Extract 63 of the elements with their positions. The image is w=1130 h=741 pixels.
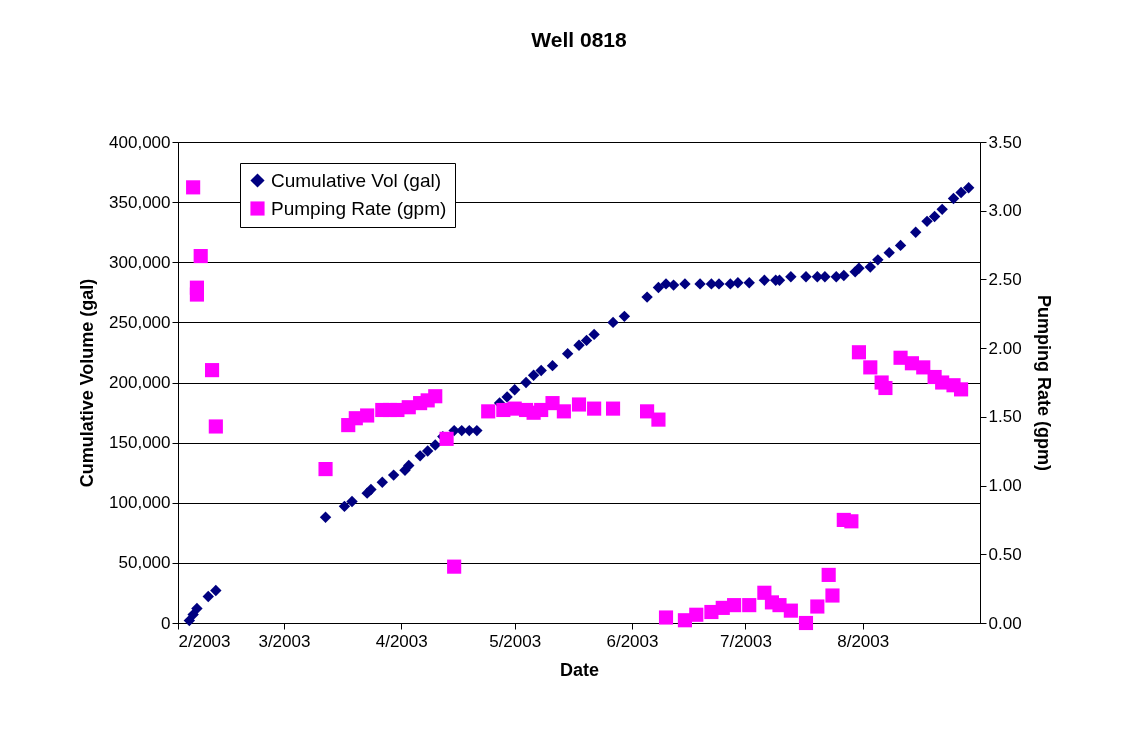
point: [605, 401, 621, 416]
y-tick-label: 300,000: [109, 252, 171, 272]
y2-tick-label: 3.00: [988, 201, 1022, 221]
point: [825, 588, 840, 603]
y-tick-label: 400,000: [109, 132, 171, 152]
y-axis-title: Cumulative Volume (gal): [77, 278, 98, 488]
point: [742, 598, 757, 613]
y-tick-label: 250,000: [109, 312, 171, 332]
x-tick-label: 7/2003: [719, 631, 772, 651]
point: [954, 382, 969, 397]
point: [186, 180, 201, 195]
y-tick-label: 100,000: [109, 493, 171, 513]
point: [447, 559, 462, 574]
point: [556, 404, 571, 419]
x-axis-title: Date: [559, 659, 600, 680]
y-tick-label: 200,000: [109, 373, 171, 392]
point: [193, 248, 208, 264]
point: [658, 610, 674, 625]
y-tick-label: 150,000: [109, 433, 171, 453]
x-tick-label: 8/2003: [837, 631, 890, 651]
point: [189, 287, 204, 302]
point: [481, 404, 496, 419]
x-tick-label: 2/2003: [178, 631, 231, 651]
point: [360, 408, 375, 423]
y2-tick-label: 2.50: [988, 269, 1022, 289]
point: [208, 419, 223, 434]
x-tick-label: 3/2003: [258, 631, 311, 651]
y2-tick-label: 1.00: [988, 476, 1022, 496]
point: [863, 360, 878, 375]
point: [821, 567, 836, 582]
point: [318, 462, 333, 477]
point: [640, 404, 655, 419]
y-tick-label: 350,000: [109, 192, 171, 212]
y2-tick-label: 0.00: [988, 613, 1022, 633]
point: [571, 397, 587, 412]
legend-label: Pumping Rate (gpm): [271, 197, 447, 219]
point: [428, 389, 443, 404]
y2-tick-label: 2.00: [988, 338, 1022, 358]
x-tick-label: 6/2003: [606, 631, 659, 651]
point: [545, 396, 560, 411]
chart-title: Well 0818: [531, 28, 627, 51]
point: [651, 412, 666, 427]
point: [204, 363, 220, 378]
point: [878, 380, 893, 396]
point: [798, 615, 814, 631]
x-tick-label: 4/2003: [375, 631, 428, 651]
x-tick-label: 5/2003: [489, 631, 542, 651]
legend-label: Cumulative Vol (gal): [271, 169, 442, 191]
point: [851, 345, 867, 360]
point: [689, 607, 704, 622]
y2-tick-label: 3.50: [988, 132, 1022, 152]
point: [439, 431, 454, 446]
point: [727, 598, 742, 613]
point: [844, 514, 859, 529]
y2-axis-title: Pumping Rate (gpm): [1033, 295, 1054, 471]
y2-tick-label: 1.50: [988, 407, 1022, 427]
point: [783, 603, 798, 618]
point: [587, 401, 602, 416]
y-tick-label: 50,000: [118, 553, 171, 573]
point: [916, 360, 931, 375]
point: [810, 599, 825, 614]
y-tick-label: 0: [161, 613, 171, 633]
y2-tick-label: 0.50: [988, 544, 1022, 564]
